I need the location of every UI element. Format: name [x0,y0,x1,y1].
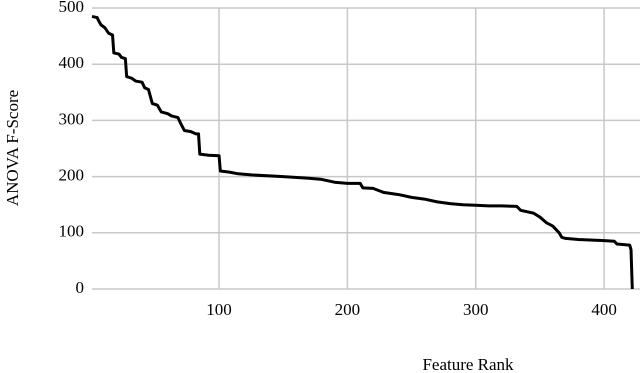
x-tick-label: 400 [591,300,617,319]
y-tick-label: 400 [59,53,85,72]
x-tick-label: 300 [463,300,489,319]
y-tick-label: 100 [59,222,85,241]
x-tick-label: 200 [335,300,361,319]
y-tick-label: 500 [59,0,85,16]
line [91,14,634,290]
y-axis-label: ANOVA F-Score [3,90,22,206]
x-tick-label: 100 [206,300,232,319]
y-tick-label: 300 [59,109,85,128]
y-tick-label: 0 [76,278,85,297]
x-axis-label: Feature Rank [422,355,514,373]
y-tick-label: 200 [59,166,85,185]
